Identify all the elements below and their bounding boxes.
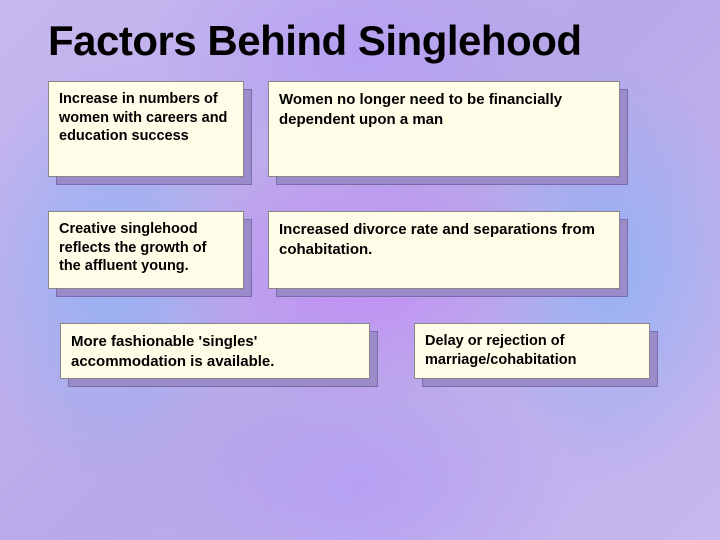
factor-box-wrap: Increased divorce rate and separations f… — [268, 211, 620, 289]
factor-box-wrap: More fashionable 'singles' accommodation… — [60, 323, 370, 379]
factor-box: Increased divorce rate and separations f… — [268, 211, 620, 289]
factor-box: Creative singlehood reflects the growth … — [48, 211, 244, 289]
factor-box: Delay or rejection of marriage/cohabitat… — [414, 323, 650, 379]
factor-box: Women no longer need to be financially d… — [268, 81, 620, 177]
factor-box-wrap: Women no longer need to be financially d… — [268, 81, 620, 177]
factor-row-3: More fashionable 'singles' accommodation… — [60, 323, 672, 379]
slide-content: Factors Behind Singlehood Increase in nu… — [0, 0, 720, 540]
slide-title: Factors Behind Singlehood — [48, 18, 672, 63]
factor-box-wrap: Creative singlehood reflects the growth … — [48, 211, 244, 289]
factor-box: More fashionable 'singles' accommodation… — [60, 323, 370, 379]
factor-row-2: Creative singlehood reflects the growth … — [48, 211, 672, 289]
factor-box-wrap: Delay or rejection of marriage/cohabitat… — [414, 323, 650, 379]
factor-row-1: Increase in numbers of women with career… — [48, 81, 672, 177]
factor-box-wrap: Increase in numbers of women with career… — [48, 81, 244, 177]
factor-box: Increase in numbers of women with career… — [48, 81, 244, 177]
